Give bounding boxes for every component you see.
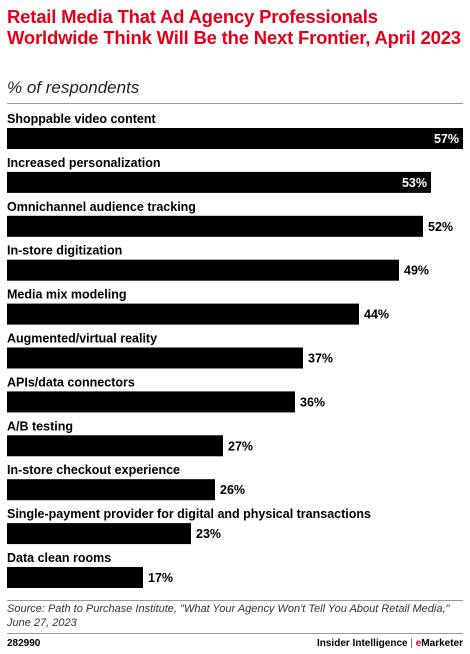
bar-label: Shoppable video content xyxy=(7,112,156,126)
bar-value-label: 57% xyxy=(434,132,459,146)
bar-label: In-store checkout experience xyxy=(7,463,180,477)
bar-label: Augmented/virtual reality xyxy=(7,332,157,346)
bar-value-label: 17% xyxy=(148,571,173,585)
bar xyxy=(7,479,215,501)
bar-value-label: 26% xyxy=(220,483,245,497)
bar xyxy=(7,215,423,237)
bar-value-label: 23% xyxy=(196,527,221,541)
bar xyxy=(7,347,303,369)
bottom-divider xyxy=(7,600,463,601)
footer-divider xyxy=(7,633,463,634)
top-divider xyxy=(7,103,463,104)
bar-label: Increased personalization xyxy=(7,156,161,170)
chart-subtitle: % of respondents xyxy=(7,78,140,97)
bar-label: In-store digitization xyxy=(7,244,122,258)
bar xyxy=(7,259,399,281)
bar-value-label: 44% xyxy=(364,308,389,322)
bar-label: A/B testing xyxy=(7,419,73,433)
bar-label: Data clean rooms xyxy=(7,551,111,565)
bar xyxy=(7,567,143,588)
bar-label: Single-payment provider for digital and … xyxy=(7,507,371,521)
bar-label: Omnichannel audience tracking xyxy=(7,200,196,214)
bar xyxy=(7,523,191,545)
bar-value-label: 49% xyxy=(404,264,429,278)
bar-value-label: 52% xyxy=(428,220,453,234)
bar-value-label: 53% xyxy=(402,176,427,190)
bar xyxy=(7,435,223,457)
bar-chart: Shoppable video content 57% Increased pers… xyxy=(7,112,463,588)
chart-id: 282990 xyxy=(7,638,41,649)
bar xyxy=(7,128,463,149)
bar xyxy=(7,171,431,193)
bar xyxy=(7,391,295,413)
chart-title: Retail Media That Ad Agency Professional… xyxy=(7,6,461,48)
bar xyxy=(7,303,359,325)
bar-value-label: 27% xyxy=(228,439,253,453)
brand-logo: Insider Intelligence | eMarketer xyxy=(316,638,463,649)
bar-value-label: 37% xyxy=(308,352,333,366)
bar-label: APIs/data connectors xyxy=(7,375,135,389)
bar-value-label: 36% xyxy=(300,395,325,409)
source-note: Source: Path to Purchase Institute, "Wha… xyxy=(7,603,450,629)
bar-label: Media mix modeling xyxy=(7,288,126,302)
